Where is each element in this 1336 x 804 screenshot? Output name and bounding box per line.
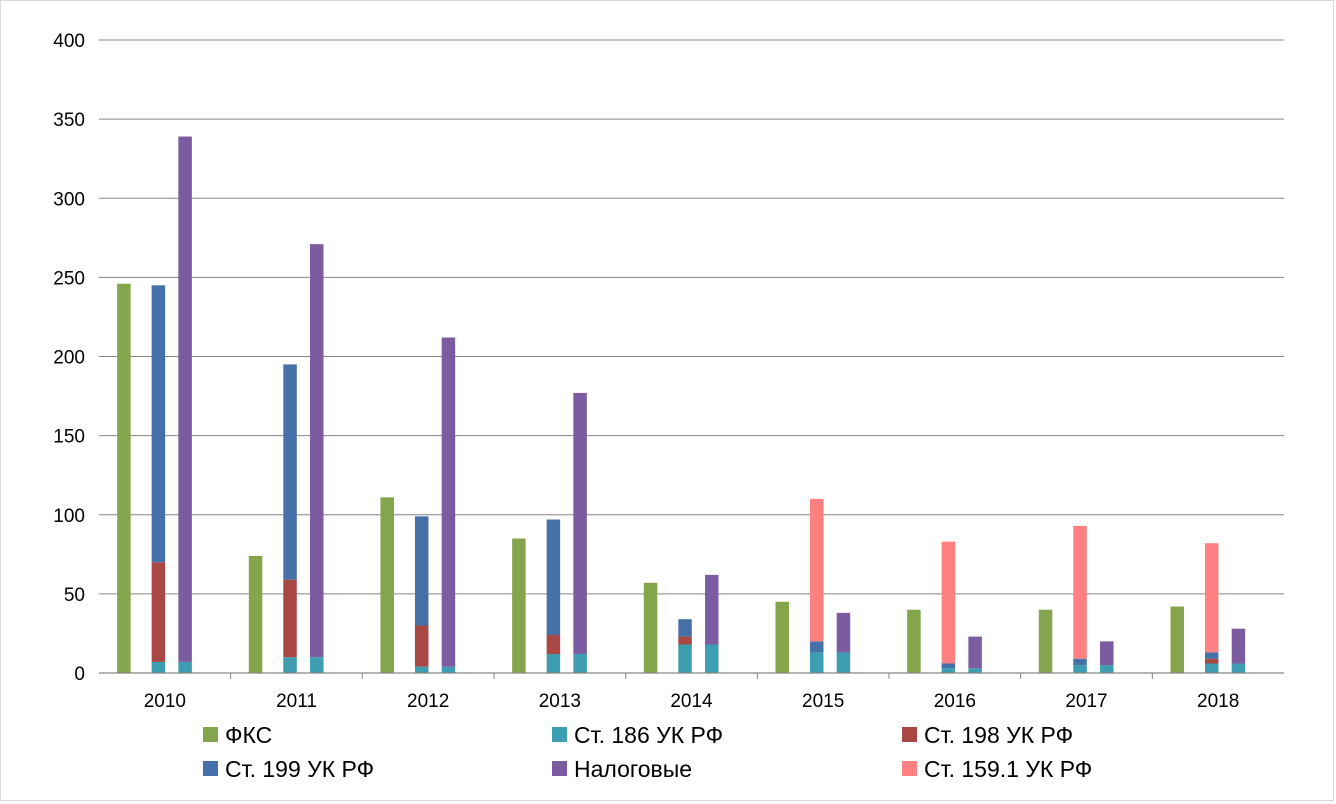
x-tick-label: 2014 <box>670 691 713 712</box>
bar-2018-фкс <box>1170 606 1184 673</box>
bar-2010-ст-186-ук-рф <box>151 661 166 673</box>
x-axis-ticks: 2010 2011 2012 2013 2014 2015 2016 2017 2018 <box>144 673 1239 712</box>
bar-2013-ст-186-ук-рф <box>546 654 561 673</box>
legend-item-ст-159-1-ук-рф: Ст. 159.1 УК РФ <box>902 756 1092 782</box>
legend-swatch <box>203 761 218 776</box>
bar-2011-ст-199-ук-рф <box>283 364 297 580</box>
legend-item-фкс: ФКС <box>203 722 272 748</box>
y-tick-label: 300 <box>53 189 85 210</box>
bar-2010-ст-198-ук-рф <box>151 562 166 662</box>
legend-label: Ст. 186 УК РФ <box>574 722 723 748</box>
bar-2017-ст-186-ук-рф <box>1073 665 1087 673</box>
bar-2014-ст-186-ук-рф <box>705 644 719 673</box>
bar-2015-ст-159-1-ук-рф <box>809 498 824 642</box>
bar-2016-фкс <box>907 609 921 673</box>
bar-2017-ст-186-ук-рф <box>1100 665 1114 673</box>
bar-2011-ст-186-ук-рф <box>310 657 324 673</box>
bar-2010-ст-186-ук-рф <box>178 661 192 673</box>
bar-2011-налоговые <box>310 244 324 658</box>
bar-2017-фкс <box>1038 609 1053 673</box>
legend-swatch <box>552 761 567 776</box>
bar-2012-фкс <box>380 497 394 673</box>
bar-2015-ст-186-ук-рф <box>809 652 824 673</box>
bars <box>117 136 1246 673</box>
legend-label: Ст. 159.1 УК РФ <box>924 756 1092 782</box>
bar-2018-ст-159-1-ук-рф <box>1204 543 1219 653</box>
x-tick-label: 2010 <box>144 691 186 712</box>
bar-2016-ст-159-1-ук-рф <box>941 541 956 664</box>
legend-item-ст-186-ук-рф: Ст. 186 УК РФ <box>552 722 723 748</box>
legend-swatch <box>902 761 917 776</box>
x-tick-label: 2011 <box>276 691 317 712</box>
x-tick-label: 2015 <box>802 691 844 712</box>
legend-label: Ст. 198 УК РФ <box>924 722 1073 748</box>
y-tick-label: 250 <box>53 268 85 289</box>
bar-2016-налоговые <box>968 636 982 669</box>
legend-item-налоговые: Налоговые <box>552 756 692 782</box>
bar-2010-налоговые <box>178 136 192 662</box>
y-tick-label: 50 <box>64 585 85 606</box>
bar-2014-ст-198-ук-рф <box>678 636 692 645</box>
bar-2013-ст-199-ук-рф <box>546 519 561 636</box>
x-tick-label: 2018 <box>1197 691 1239 712</box>
bar-2018-ст-186-ук-рф <box>1231 663 1246 673</box>
bar-2014-ст-186-ук-рф <box>678 644 692 673</box>
y-tick-label: 400 <box>53 31 85 52</box>
bar-2013-налоговые <box>573 392 587 655</box>
legend-swatch <box>552 727 567 742</box>
legend-swatch <box>203 727 218 742</box>
bar-2015-ст-199-ук-рф <box>809 641 824 653</box>
y-tick-label: 100 <box>53 506 85 527</box>
bar-2017-ст-199-ук-рф <box>1073 658 1087 666</box>
bar-2016-ст-186-ук-рф <box>968 668 982 673</box>
bar-2013-ст-186-ук-рф <box>573 654 587 673</box>
bar-2018-ст-186-ук-рф <box>1204 663 1219 673</box>
bar-2011-фкс <box>248 555 263 673</box>
bar-2013-ст-198-ук-рф <box>546 635 561 655</box>
bar-2012-ст-186-ук-рф <box>441 666 456 673</box>
bar-2015-ст-186-ук-рф <box>836 652 851 673</box>
bar-2016-ст-186-ук-рф <box>941 668 956 673</box>
y-tick-label: 350 <box>53 110 85 131</box>
bar-2018-ст-199-ук-рф <box>1204 652 1219 659</box>
legend-swatch <box>902 727 917 742</box>
x-tick-label: 2012 <box>407 691 449 712</box>
bar-2016-ст-199-ук-рф <box>941 663 956 669</box>
y-axis-ticks: 0 50 100 150 200 250 300 350 400 <box>53 31 85 685</box>
bar-2014-фкс <box>643 582 658 673</box>
bar-2017-ст-159-1-ук-рф <box>1073 525 1087 659</box>
y-tick-label: 0 <box>74 664 85 685</box>
bar-2012-ст-186-ук-рф <box>414 666 429 673</box>
legend-label: Ст. 199 УК РФ <box>225 756 374 782</box>
bar-2018-налоговые <box>1231 628 1246 664</box>
x-tick-label: 2017 <box>1065 691 1107 712</box>
legend-item-ст-199-ук-рф: Ст. 199 УК РФ <box>203 756 374 782</box>
legend-item-ст-198-ук-рф: Ст. 198 УК РФ <box>902 722 1073 748</box>
bar-2012-ст-199-ук-рф <box>414 516 429 626</box>
legend-label: Налоговые <box>574 756 692 782</box>
bar-2012-налоговые <box>441 337 456 667</box>
legend: ФКС Ст. 186 УК РФ Ст. 198 УК РФ Ст. 199 УК … <box>203 722 1092 782</box>
y-tick-label: 200 <box>53 348 85 369</box>
bar-2018-ст-198-ук-рф <box>1204 658 1219 664</box>
bar-2011-ст-186-ук-рф <box>283 657 297 673</box>
y-tick-label: 150 <box>53 427 85 448</box>
bar-2015-налоговые <box>836 612 851 653</box>
bar-2014-налоговые <box>705 574 719 645</box>
bar-2014-ст-199-ук-рф <box>678 619 692 637</box>
gridlines <box>99 39 1284 595</box>
x-tick-label: 2016 <box>934 691 976 712</box>
bar-2010-ст-199-ук-рф <box>151 285 166 563</box>
bar-2015-фкс <box>775 601 789 673</box>
bar-2017-налоговые <box>1100 641 1114 666</box>
bar-2010-фкс <box>117 283 131 673</box>
bar-2011-ст-198-ук-рф <box>283 579 297 658</box>
bar-2013-фкс <box>512 538 526 673</box>
x-tick-label: 2013 <box>539 691 581 712</box>
bar-2012-ст-198-ук-рф <box>414 625 429 667</box>
legend-label: ФКС <box>225 722 272 748</box>
